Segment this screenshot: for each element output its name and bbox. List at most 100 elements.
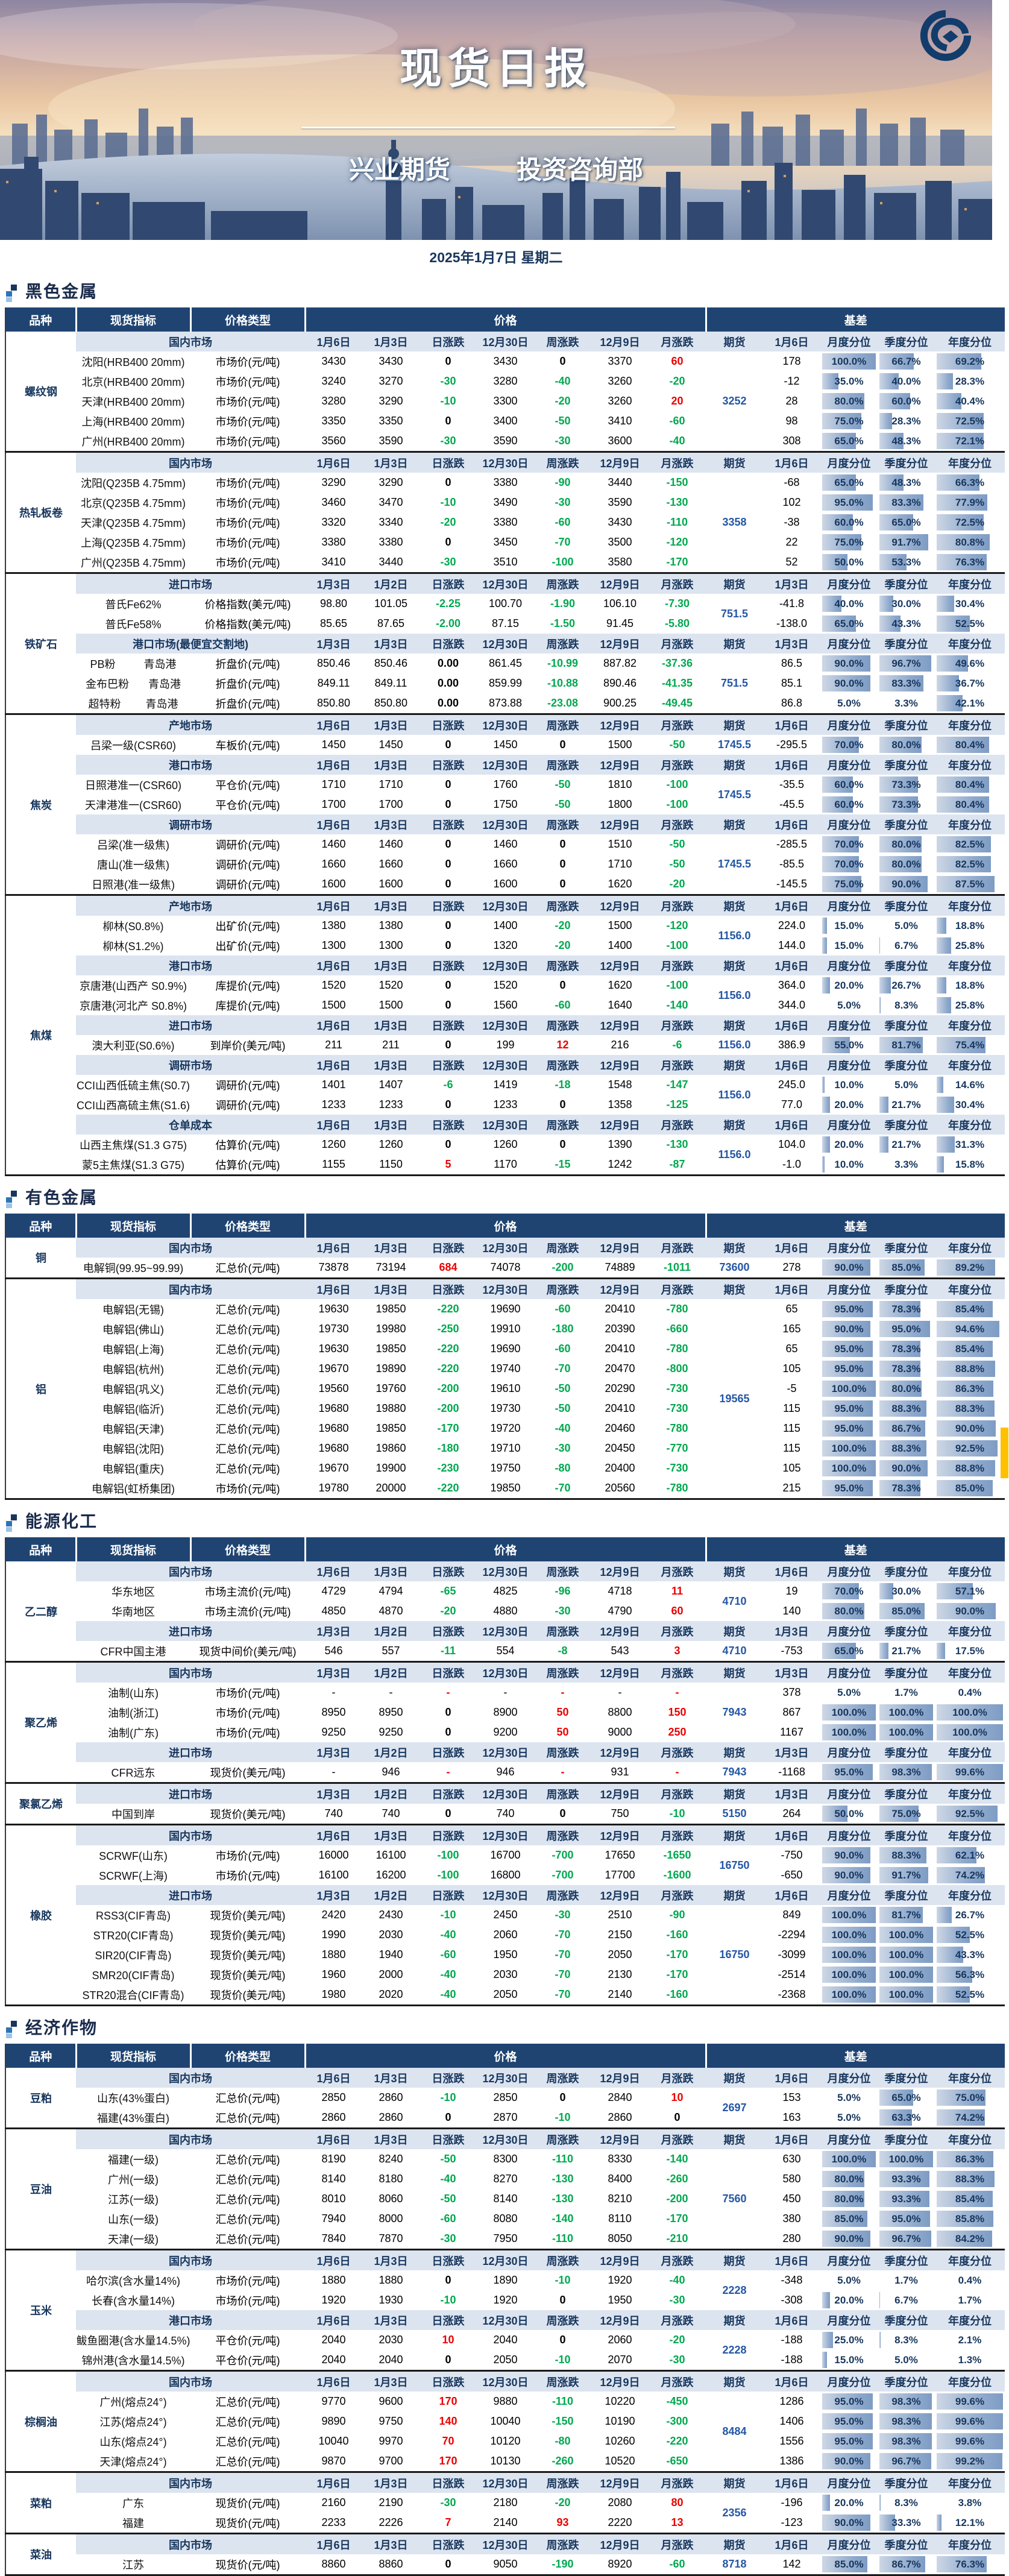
- futures-col-header: 期货: [706, 956, 763, 975]
- indicator-cell: 超特粉青岛港: [76, 693, 190, 714]
- change-cell: -170: [649, 552, 706, 573]
- basis-date-header: 1月3日: [763, 1663, 820, 1683]
- change-cell: -220: [420, 1359, 477, 1379]
- date-col-header: 周涨跌: [534, 2068, 591, 2088]
- change-cell: -41.35: [649, 673, 706, 693]
- monthly-pct-cell: 20.0%: [820, 1095, 878, 1115]
- date-col-header: 周涨跌: [534, 1279, 591, 1299]
- price-cell: 20400: [591, 1458, 649, 1478]
- pct-value: 36.7%: [955, 678, 984, 689]
- price-cell: 87.15: [477, 614, 534, 634]
- change-cell: -87: [649, 1154, 706, 1176]
- monthly-pct-cell: 90.0%: [820, 1258, 878, 1279]
- date-col-header: 日涨跌: [420, 2534, 477, 2554]
- price-cell: 216: [591, 1035, 649, 1055]
- date-col-header: 日涨跌: [420, 2310, 477, 2330]
- change-cell: -50: [420, 2189, 477, 2209]
- pct-value: 65.0%: [834, 1645, 863, 1657]
- monthly-pct-cell: 5.0%: [820, 693, 878, 714]
- basis-value: 1556: [763, 2431, 820, 2451]
- date-col-header: 周涨跌: [534, 814, 591, 834]
- date-col-header: 12月30日: [477, 1621, 534, 1641]
- indicator-cell: SMR20(CIF青岛): [76, 1965, 190, 1985]
- price-cell: 8330: [591, 2149, 649, 2169]
- indicator-cell: 唐山(准一级焦): [76, 854, 190, 874]
- price-type-cell: 调研价(元/吨): [190, 1075, 305, 1095]
- change-cell: -170: [649, 1965, 706, 1985]
- price-cell: 1640: [591, 995, 649, 1015]
- pct-value: 99.6%: [955, 2436, 984, 2447]
- price-cell: 19630: [305, 1339, 362, 1359]
- basis-value: -35.5: [763, 775, 820, 795]
- pct-value: 85.0%: [834, 2213, 863, 2225]
- pct-value: 73.3%: [891, 799, 920, 810]
- date-col-header: 1月3日: [305, 1621, 362, 1641]
- price-cell: 73878: [305, 1258, 362, 1279]
- basis-date-header: 1月3日: [763, 1784, 820, 1804]
- indicator-cell: 油制(山东): [76, 1683, 190, 1702]
- price-cell: 9000: [591, 1722, 649, 1742]
- market-name: 国内市场: [76, 2534, 305, 2554]
- date-col-header: 1月6日: [305, 1561, 362, 1581]
- basis-date-header: 1月6日: [763, 1115, 820, 1135]
- price-cell: 199: [477, 1035, 534, 1055]
- price-cell: 1400: [477, 916, 534, 936]
- price-type-cell: 汇总价(元/吨): [190, 1359, 305, 1379]
- indicator-cell: SCRWF(上海): [76, 1865, 190, 1885]
- price-cell: 2030: [362, 1925, 420, 1945]
- quarterly-pct-cell: 98.3%: [878, 2411, 935, 2431]
- basis-value: -145.5: [763, 874, 820, 895]
- monthly-pct-cell: 90.0%: [820, 1845, 878, 1865]
- indicator-cell: 油制(广东): [76, 1722, 190, 1742]
- price-cell: 1320: [477, 936, 534, 956]
- price-cell: 74889: [591, 1258, 649, 1279]
- yearly-pct-header: 年度分位: [935, 332, 1005, 351]
- indicator-with-port: PB粉青岛港: [76, 656, 190, 672]
- price-cell: 3380: [305, 532, 362, 552]
- quarterly-pct-cell: 65.0%: [878, 512, 935, 532]
- pct-bar: [879, 1643, 888, 1659]
- date-col-header: 月涨跌: [649, 1115, 706, 1135]
- col-price-group: 价格: [305, 1214, 706, 1238]
- date-col-header: 1月2日: [362, 1663, 420, 1683]
- futures-col-header: 期货: [706, 634, 763, 653]
- indicator-cell: 吕梁一级(CSR60): [76, 735, 190, 755]
- indicator-cell: 天津港准一(CSR60): [76, 795, 190, 814]
- variety-name: 菜粕: [5, 2473, 76, 2534]
- quarterly-pct-header: 季度分位: [878, 332, 935, 351]
- futures-col-header: 期货: [706, 1663, 763, 1683]
- price-cell: 19850: [362, 1299, 420, 1319]
- basis-value: 140: [763, 1601, 820, 1621]
- change-cell: -20: [534, 2493, 591, 2513]
- change-cell: -: [534, 1762, 591, 1783]
- indicator-cell: 北京(Q235B 4.75mm): [76, 493, 190, 512]
- section-icon: [5, 283, 20, 303]
- col-variety: 品种: [5, 307, 76, 332]
- pct-bar: [937, 937, 951, 954]
- pct-value: 3.3%: [894, 1159, 918, 1170]
- monthly-pct-cell: 95.0%: [820, 1299, 878, 1319]
- change-cell: -10: [420, 2290, 477, 2310]
- price-cell: 16800: [477, 1865, 534, 1885]
- pct-value: 43.3%: [955, 1949, 984, 1960]
- market-name: 国内市场: [76, 2372, 305, 2392]
- date-col-header: 12月9日: [591, 2250, 649, 2270]
- price-cell: 20290: [591, 1379, 649, 1399]
- yearly-pct-cell: 0.4%: [935, 1683, 1005, 1702]
- yearly-pct-header: 年度分位: [935, 1663, 1005, 1683]
- yearly-pct-cell: 84.2%: [935, 2229, 1005, 2250]
- change-cell: 0: [534, 874, 591, 895]
- yearly-pct-cell: 85.0%: [935, 1478, 1005, 1499]
- price-cell: 1520: [305, 975, 362, 995]
- change-cell: -20: [649, 874, 706, 895]
- pct-value: 78.3%: [891, 1343, 920, 1355]
- price-cell: 850.46: [362, 653, 420, 673]
- basis-date-header: 1月6日: [763, 1279, 820, 1299]
- pct-value: 94.6%: [955, 1323, 984, 1335]
- price-cell: 1710: [591, 854, 649, 874]
- price-cell: 2860: [305, 2108, 362, 2129]
- change-cell: -100: [534, 552, 591, 573]
- price-cell: 2050: [477, 1985, 534, 2006]
